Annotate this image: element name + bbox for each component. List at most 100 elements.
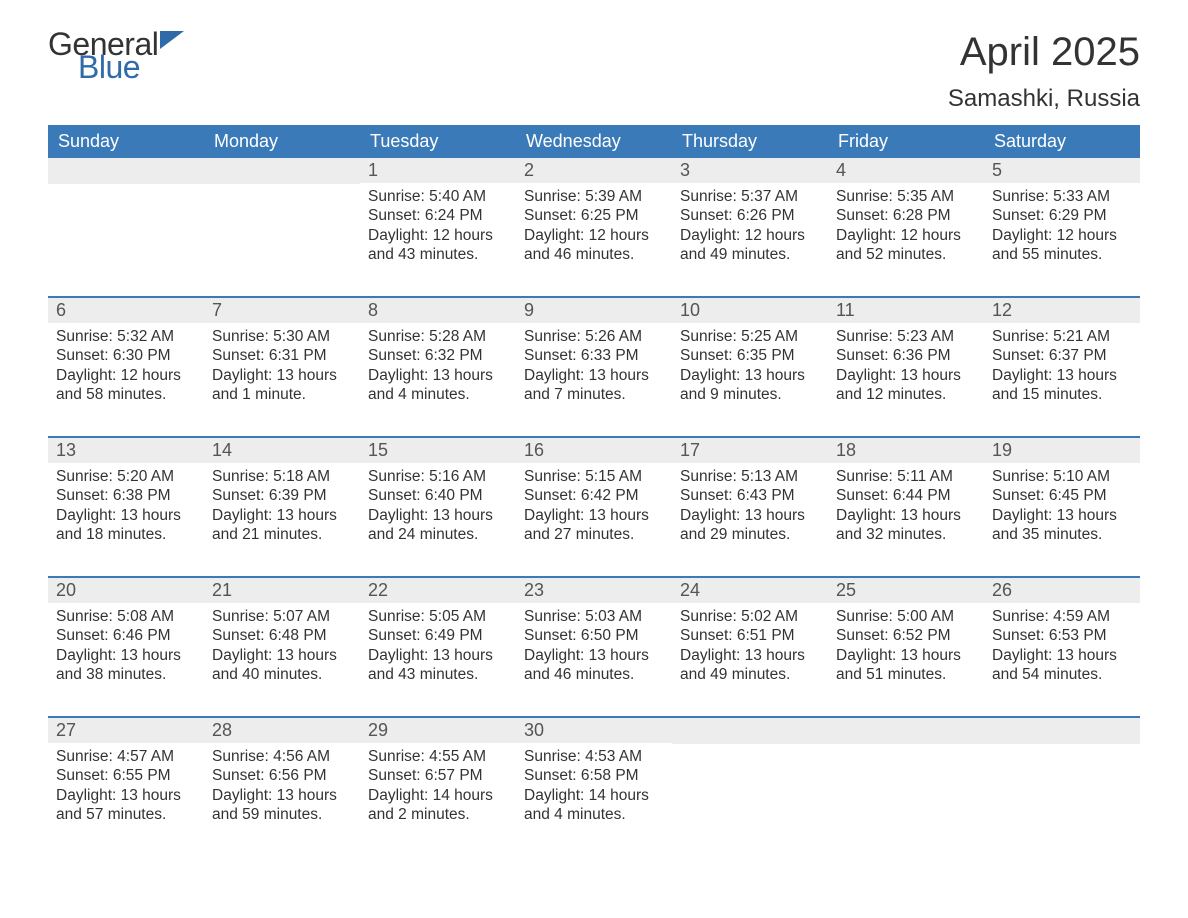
sunrise-text: Sunrise: 5:10 AM <box>992 467 1132 486</box>
calendar-cell: 19Sunrise: 5:10 AMSunset: 6:45 PMDayligh… <box>984 438 1140 558</box>
day-header: Thursday <box>672 125 828 158</box>
date-number: 5 <box>984 158 1140 183</box>
calendar-cell: 25Sunrise: 5:00 AMSunset: 6:52 PMDayligh… <box>828 578 984 698</box>
cell-body: Sunrise: 5:16 AMSunset: 6:40 PMDaylight:… <box>360 463 516 551</box>
date-number: 3 <box>672 158 828 183</box>
sunrise-text: Sunrise: 5:20 AM <box>56 467 196 486</box>
sunrise-text: Sunrise: 5:13 AM <box>680 467 820 486</box>
sunset-text: Sunset: 6:28 PM <box>836 206 976 225</box>
date-number: 21 <box>204 578 360 603</box>
sunset-text: Sunset: 6:51 PM <box>680 626 820 645</box>
calendar: Sunday Monday Tuesday Wednesday Thursday… <box>48 125 1140 838</box>
cell-body: Sunrise: 5:02 AMSunset: 6:51 PMDaylight:… <box>672 603 828 691</box>
calendar-cell: 5Sunrise: 5:33 AMSunset: 6:29 PMDaylight… <box>984 158 1140 278</box>
sunrise-text: Sunrise: 5:08 AM <box>56 607 196 626</box>
sunrise-text: Sunrise: 5:30 AM <box>212 327 352 346</box>
sunset-text: Sunset: 6:38 PM <box>56 486 196 505</box>
sunrise-text: Sunrise: 5:26 AM <box>524 327 664 346</box>
sunset-text: Sunset: 6:40 PM <box>368 486 508 505</box>
calendar-week: 6Sunrise: 5:32 AMSunset: 6:30 PMDaylight… <box>48 296 1140 418</box>
sunset-text: Sunset: 6:43 PM <box>680 486 820 505</box>
calendar-cell: 18Sunrise: 5:11 AMSunset: 6:44 PMDayligh… <box>828 438 984 558</box>
date-number: 23 <box>516 578 672 603</box>
daylight-text: Daylight: 13 hours and 51 minutes. <box>836 646 976 685</box>
cell-body: Sunrise: 5:05 AMSunset: 6:49 PMDaylight:… <box>360 603 516 691</box>
daylight-text: Daylight: 13 hours and 24 minutes. <box>368 506 508 545</box>
calendar-cell: 22Sunrise: 5:05 AMSunset: 6:49 PMDayligh… <box>360 578 516 698</box>
calendar-cell: 2Sunrise: 5:39 AMSunset: 6:25 PMDaylight… <box>516 158 672 278</box>
cell-body: Sunrise: 5:35 AMSunset: 6:28 PMDaylight:… <box>828 183 984 271</box>
title-block: April 2025 Samashki, Russia <box>948 30 1140 113</box>
cell-body: Sunrise: 5:20 AMSunset: 6:38 PMDaylight:… <box>48 463 204 551</box>
date-number: 14 <box>204 438 360 463</box>
sunset-text: Sunset: 6:31 PM <box>212 346 352 365</box>
calendar-cell: 28Sunrise: 4:56 AMSunset: 6:56 PMDayligh… <box>204 718 360 838</box>
date-number: 22 <box>360 578 516 603</box>
sunrise-text: Sunrise: 5:03 AM <box>524 607 664 626</box>
sunset-text: Sunset: 6:46 PM <box>56 626 196 645</box>
calendar-cell: 15Sunrise: 5:16 AMSunset: 6:40 PMDayligh… <box>360 438 516 558</box>
sunset-text: Sunset: 6:52 PM <box>836 626 976 645</box>
daylight-text: Daylight: 12 hours and 58 minutes. <box>56 366 196 405</box>
daylight-text: Daylight: 13 hours and 15 minutes. <box>992 366 1132 405</box>
calendar-cell <box>48 158 204 278</box>
sunrise-text: Sunrise: 4:57 AM <box>56 747 196 766</box>
calendar-cell: 12Sunrise: 5:21 AMSunset: 6:37 PMDayligh… <box>984 298 1140 418</box>
cell-body: Sunrise: 5:32 AMSunset: 6:30 PMDaylight:… <box>48 323 204 411</box>
calendar-cell: 21Sunrise: 5:07 AMSunset: 6:48 PMDayligh… <box>204 578 360 698</box>
date-number: 16 <box>516 438 672 463</box>
sunrise-text: Sunrise: 5:07 AM <box>212 607 352 626</box>
sunset-text: Sunset: 6:33 PM <box>524 346 664 365</box>
sunrise-text: Sunrise: 5:37 AM <box>680 187 820 206</box>
sunset-text: Sunset: 6:53 PM <box>992 626 1132 645</box>
cell-body: Sunrise: 5:21 AMSunset: 6:37 PMDaylight:… <box>984 323 1140 411</box>
calendar-cell: 24Sunrise: 5:02 AMSunset: 6:51 PMDayligh… <box>672 578 828 698</box>
cell-body: Sunrise: 5:40 AMSunset: 6:24 PMDaylight:… <box>360 183 516 271</box>
calendar-cell: 26Sunrise: 4:59 AMSunset: 6:53 PMDayligh… <box>984 578 1140 698</box>
cell-body: Sunrise: 5:23 AMSunset: 6:36 PMDaylight:… <box>828 323 984 411</box>
date-number: 2 <box>516 158 672 183</box>
calendar-cell: 14Sunrise: 5:18 AMSunset: 6:39 PMDayligh… <box>204 438 360 558</box>
sunrise-text: Sunrise: 5:40 AM <box>368 187 508 206</box>
sunrise-text: Sunrise: 4:53 AM <box>524 747 664 766</box>
date-number <box>48 158 204 184</box>
date-number: 9 <box>516 298 672 323</box>
calendar-week: 13Sunrise: 5:20 AMSunset: 6:38 PMDayligh… <box>48 436 1140 558</box>
date-number: 27 <box>48 718 204 743</box>
month-title: April 2025 <box>948 30 1140 75</box>
date-number: 11 <box>828 298 984 323</box>
sunset-text: Sunset: 6:48 PM <box>212 626 352 645</box>
date-number: 29 <box>360 718 516 743</box>
cell-body: Sunrise: 5:28 AMSunset: 6:32 PMDaylight:… <box>360 323 516 411</box>
calendar-cell: 29Sunrise: 4:55 AMSunset: 6:57 PMDayligh… <box>360 718 516 838</box>
sunset-text: Sunset: 6:42 PM <box>524 486 664 505</box>
weeks-container: 1Sunrise: 5:40 AMSunset: 6:24 PMDaylight… <box>48 158 1140 838</box>
date-number: 10 <box>672 298 828 323</box>
logo-flag-icon <box>160 31 184 49</box>
cell-body: Sunrise: 4:53 AMSunset: 6:58 PMDaylight:… <box>516 743 672 831</box>
daylight-text: Daylight: 13 hours and 49 minutes. <box>680 646 820 685</box>
date-number: 30 <box>516 718 672 743</box>
sunset-text: Sunset: 6:45 PM <box>992 486 1132 505</box>
daylight-text: Daylight: 13 hours and 54 minutes. <box>992 646 1132 685</box>
sunrise-text: Sunrise: 4:55 AM <box>368 747 508 766</box>
daylight-text: Daylight: 12 hours and 43 minutes. <box>368 226 508 265</box>
date-number: 18 <box>828 438 984 463</box>
cell-body: Sunrise: 5:03 AMSunset: 6:50 PMDaylight:… <box>516 603 672 691</box>
daylight-text: Daylight: 14 hours and 4 minutes. <box>524 786 664 825</box>
sunrise-text: Sunrise: 5:16 AM <box>368 467 508 486</box>
cell-body: Sunrise: 5:37 AMSunset: 6:26 PMDaylight:… <box>672 183 828 271</box>
date-number <box>828 718 984 744</box>
sunset-text: Sunset: 6:30 PM <box>56 346 196 365</box>
page-header: General Blue April 2025 Samashki, Russia <box>48 30 1140 113</box>
daylight-text: Daylight: 13 hours and 38 minutes. <box>56 646 196 685</box>
day-header: Tuesday <box>360 125 516 158</box>
sunrise-text: Sunrise: 5:32 AM <box>56 327 196 346</box>
daylight-text: Daylight: 12 hours and 52 minutes. <box>836 226 976 265</box>
sunrise-text: Sunrise: 5:11 AM <box>836 467 976 486</box>
sunrise-text: Sunrise: 5:00 AM <box>836 607 976 626</box>
daylight-text: Daylight: 13 hours and 32 minutes. <box>836 506 976 545</box>
calendar-cell <box>204 158 360 278</box>
date-number: 17 <box>672 438 828 463</box>
daylight-text: Daylight: 13 hours and 21 minutes. <box>212 506 352 545</box>
